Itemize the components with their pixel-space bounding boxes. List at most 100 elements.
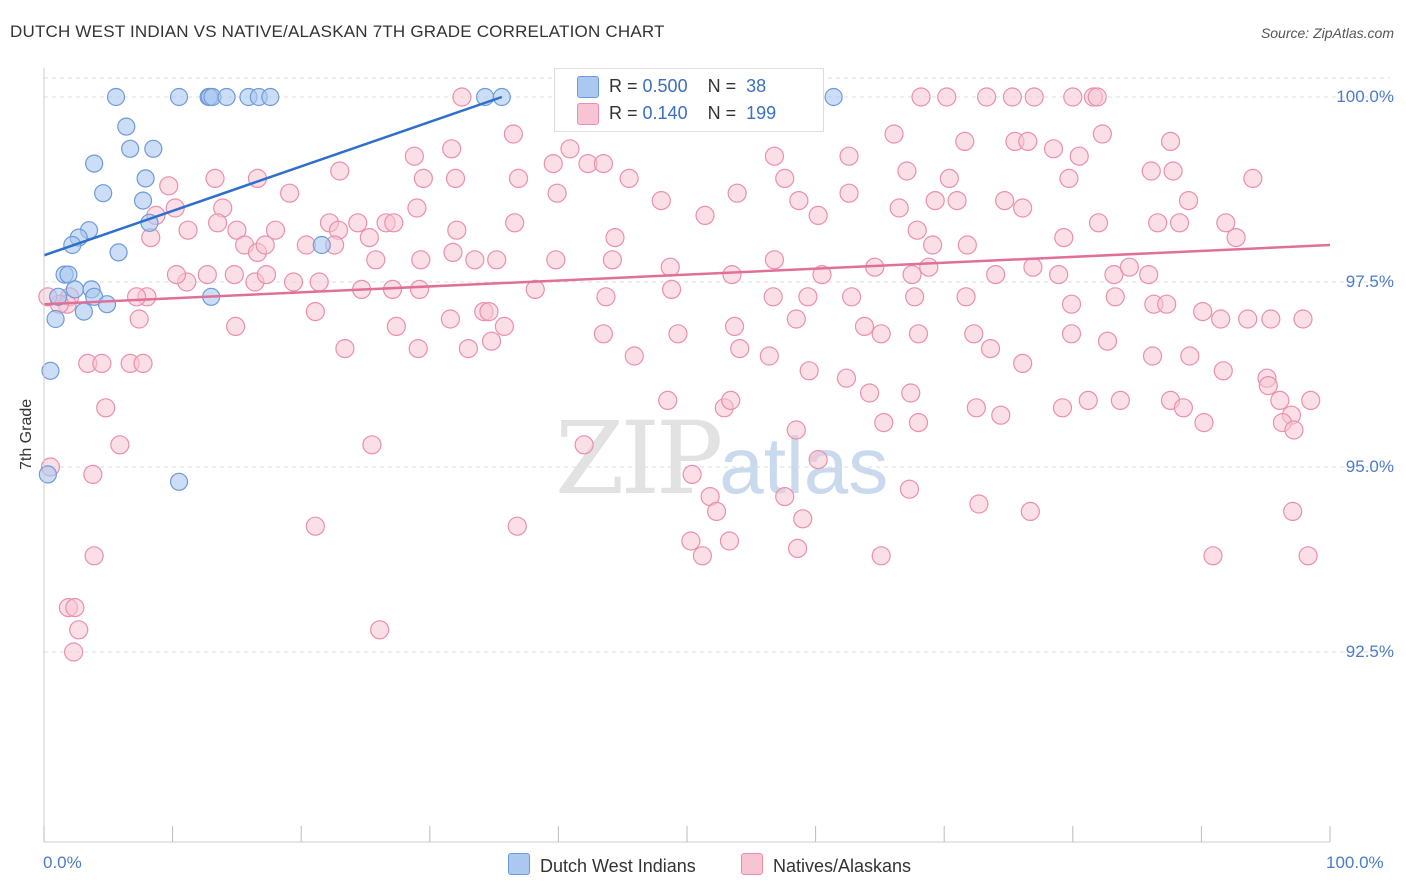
natives-alaskans-point — [309, 272, 329, 292]
natives-alaskans-point — [465, 250, 485, 270]
natives-alaskans-point — [1023, 257, 1043, 277]
x-tick-label-min: 0.0% — [43, 853, 82, 872]
natives-alaskans-point — [899, 479, 920, 499]
dutch-west-indians-point — [261, 87, 280, 107]
dutch-west-indians-point — [109, 243, 128, 262]
natives-alaskans-point — [658, 390, 678, 410]
natives-alaskans-point — [1105, 287, 1125, 307]
natives-alaskans-point — [836, 368, 857, 388]
legend-n-value: 38 — [746, 76, 767, 96]
natives-alaskans-point — [923, 235, 943, 255]
dutch-west-indians-point — [169, 87, 189, 107]
natives-alaskans-point — [69, 620, 89, 640]
natives-alaskans-point — [1078, 390, 1098, 410]
dutch-west-indians-point — [144, 139, 163, 158]
natives-alaskans-point — [1092, 124, 1112, 144]
natives-alaskans-point — [508, 168, 529, 188]
natives-alaskans-point — [995, 191, 1015, 211]
natives-alaskans-point — [560, 139, 580, 159]
natives-alaskans-point — [305, 302, 325, 322]
natives-alaskans-point — [1018, 131, 1038, 151]
x-tick-label-max: 100.0% — [1326, 853, 1384, 872]
natives-alaskans-point — [1298, 546, 1318, 566]
natives-alaskans-point — [619, 168, 639, 188]
dutch-west-indians-point — [38, 465, 57, 484]
natives-alaskans-point — [1163, 161, 1183, 181]
natives-alaskans-point — [133, 353, 153, 373]
natives-alaskans-point — [1020, 501, 1040, 521]
natives-alaskans-point — [764, 146, 785, 166]
legend-n-label: N = — [707, 103, 737, 123]
natives-alaskans-point — [947, 191, 967, 211]
natives-alaskans-point — [956, 287, 976, 307]
dutch-west-indians-point — [106, 87, 126, 107]
natives-alaskans-point — [83, 464, 103, 484]
natives-alaskans-point — [969, 494, 989, 514]
natives-alaskans-point — [1141, 161, 1161, 181]
natives-alaskans-point — [908, 413, 929, 433]
natives-alaskans-point — [447, 220, 467, 240]
natives-alaskans-point — [854, 316, 875, 336]
natives-alaskans-point — [808, 450, 828, 470]
dutch-west-indians-point — [46, 309, 65, 329]
natives-alaskans-point — [1213, 361, 1233, 381]
dutch-west-indians-point — [41, 361, 60, 380]
natives-alaskans-point — [370, 620, 390, 640]
natives-alaskans-point — [1063, 87, 1083, 107]
natives-alaskans-point — [1258, 376, 1278, 396]
natives-alaskans-point — [126, 287, 147, 307]
natives-alaskans-point — [84, 546, 104, 566]
natives-alaskans-point — [440, 309, 460, 329]
dutch-west-indians-point — [312, 235, 331, 255]
natives-alaskans-point — [159, 176, 179, 196]
natives-alaskans-point — [507, 516, 527, 536]
natives-alaskans-point — [366, 250, 386, 270]
natives-alaskans-point — [1049, 265, 1069, 285]
chart-title: DUTCH WEST INDIAN VS NATIVE/ALASKAN 7TH … — [10, 22, 665, 41]
natives-alaskans-point — [226, 316, 246, 336]
natives-alaskans-point — [763, 287, 783, 307]
source-label: Source: ZipAtlas.com — [1260, 25, 1394, 41]
natives-alaskans-point — [874, 413, 894, 433]
natives-alaskans-point — [494, 316, 514, 336]
natives-alaskans-point — [386, 316, 406, 336]
natives-alaskans-point — [602, 250, 623, 270]
natives-alaskans-point — [1238, 309, 1258, 329]
natives-alaskans-point — [574, 435, 594, 455]
natives-alaskans-point — [411, 250, 431, 270]
natives-alaskans-point — [799, 361, 819, 381]
dutch-west-indians-point — [94, 184, 113, 203]
natives-alaskans-point — [1002, 87, 1022, 107]
natives-alaskans-point — [668, 324, 688, 344]
natives-alaskans-point — [197, 265, 217, 285]
natives-alaskans-point — [543, 154, 563, 174]
natives-alaskans-point — [166, 265, 187, 285]
natives-alaskans-point — [255, 235, 275, 255]
natives-alaskans-point — [1293, 309, 1313, 329]
natives-alaskans-point — [727, 183, 747, 203]
bottom-legend-swatch-blue — [508, 853, 530, 875]
natives-alaskans-point — [901, 383, 921, 403]
natives-alaskans-point — [957, 235, 977, 255]
natives-alaskans-point — [1194, 413, 1214, 433]
natives-alaskans-point — [1069, 146, 1089, 166]
natives-alaskans-point — [1119, 257, 1139, 277]
natives-alaskans-point — [1193, 302, 1213, 322]
natives-alaskans-point — [793, 509, 813, 529]
natives-alaskans-point — [1301, 390, 1321, 410]
natives-alaskans-point — [593, 154, 614, 174]
natives-alaskans-point — [479, 302, 499, 322]
correlation-legend: R = 0.500 N = 38 R = 0.140 N = 199 — [554, 68, 824, 132]
natives-alaskans-point — [966, 398, 986, 418]
natives-alaskans-point — [407, 198, 427, 218]
dutch-west-indians-points — [38, 87, 843, 491]
natives-alaskans-points — [38, 87, 1321, 662]
bottom-legend-dutch-west-indians: Dutch West Indians — [508, 853, 696, 877]
natives-alaskans-point — [1013, 353, 1033, 373]
bottom-legend-label: Dutch West Indians — [540, 856, 696, 876]
natives-alaskans-point — [695, 205, 715, 225]
natives-alaskans-point — [1024, 87, 1044, 107]
natives-alaskans-point — [505, 213, 525, 233]
natives-alaskans-point — [227, 220, 247, 240]
